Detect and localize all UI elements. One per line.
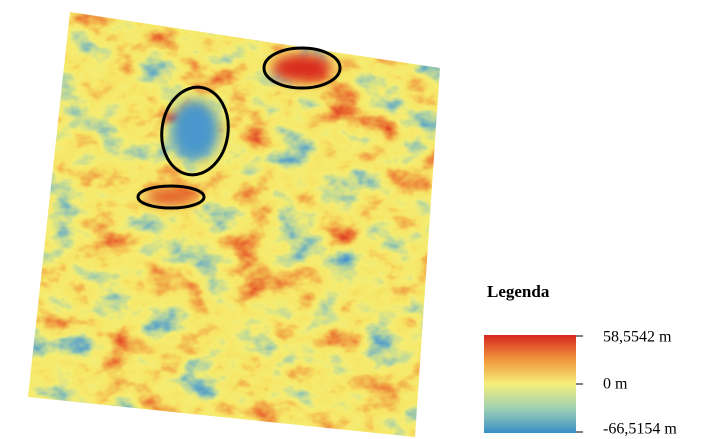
map-figure: Legenda 58,5542 m 0 m -66,5154 m [0,0,707,439]
legend-label: -66,5154 m [603,421,677,438]
color-ramp [484,335,576,433]
legend: Legenda 58,5542 m 0 m -66,5154 m [484,282,677,438]
elevation-raster [0,0,460,439]
legend-title: Legenda [487,282,550,301]
legend-label: 58,5542 m [603,329,672,346]
legend-label: 0 m [603,376,628,393]
